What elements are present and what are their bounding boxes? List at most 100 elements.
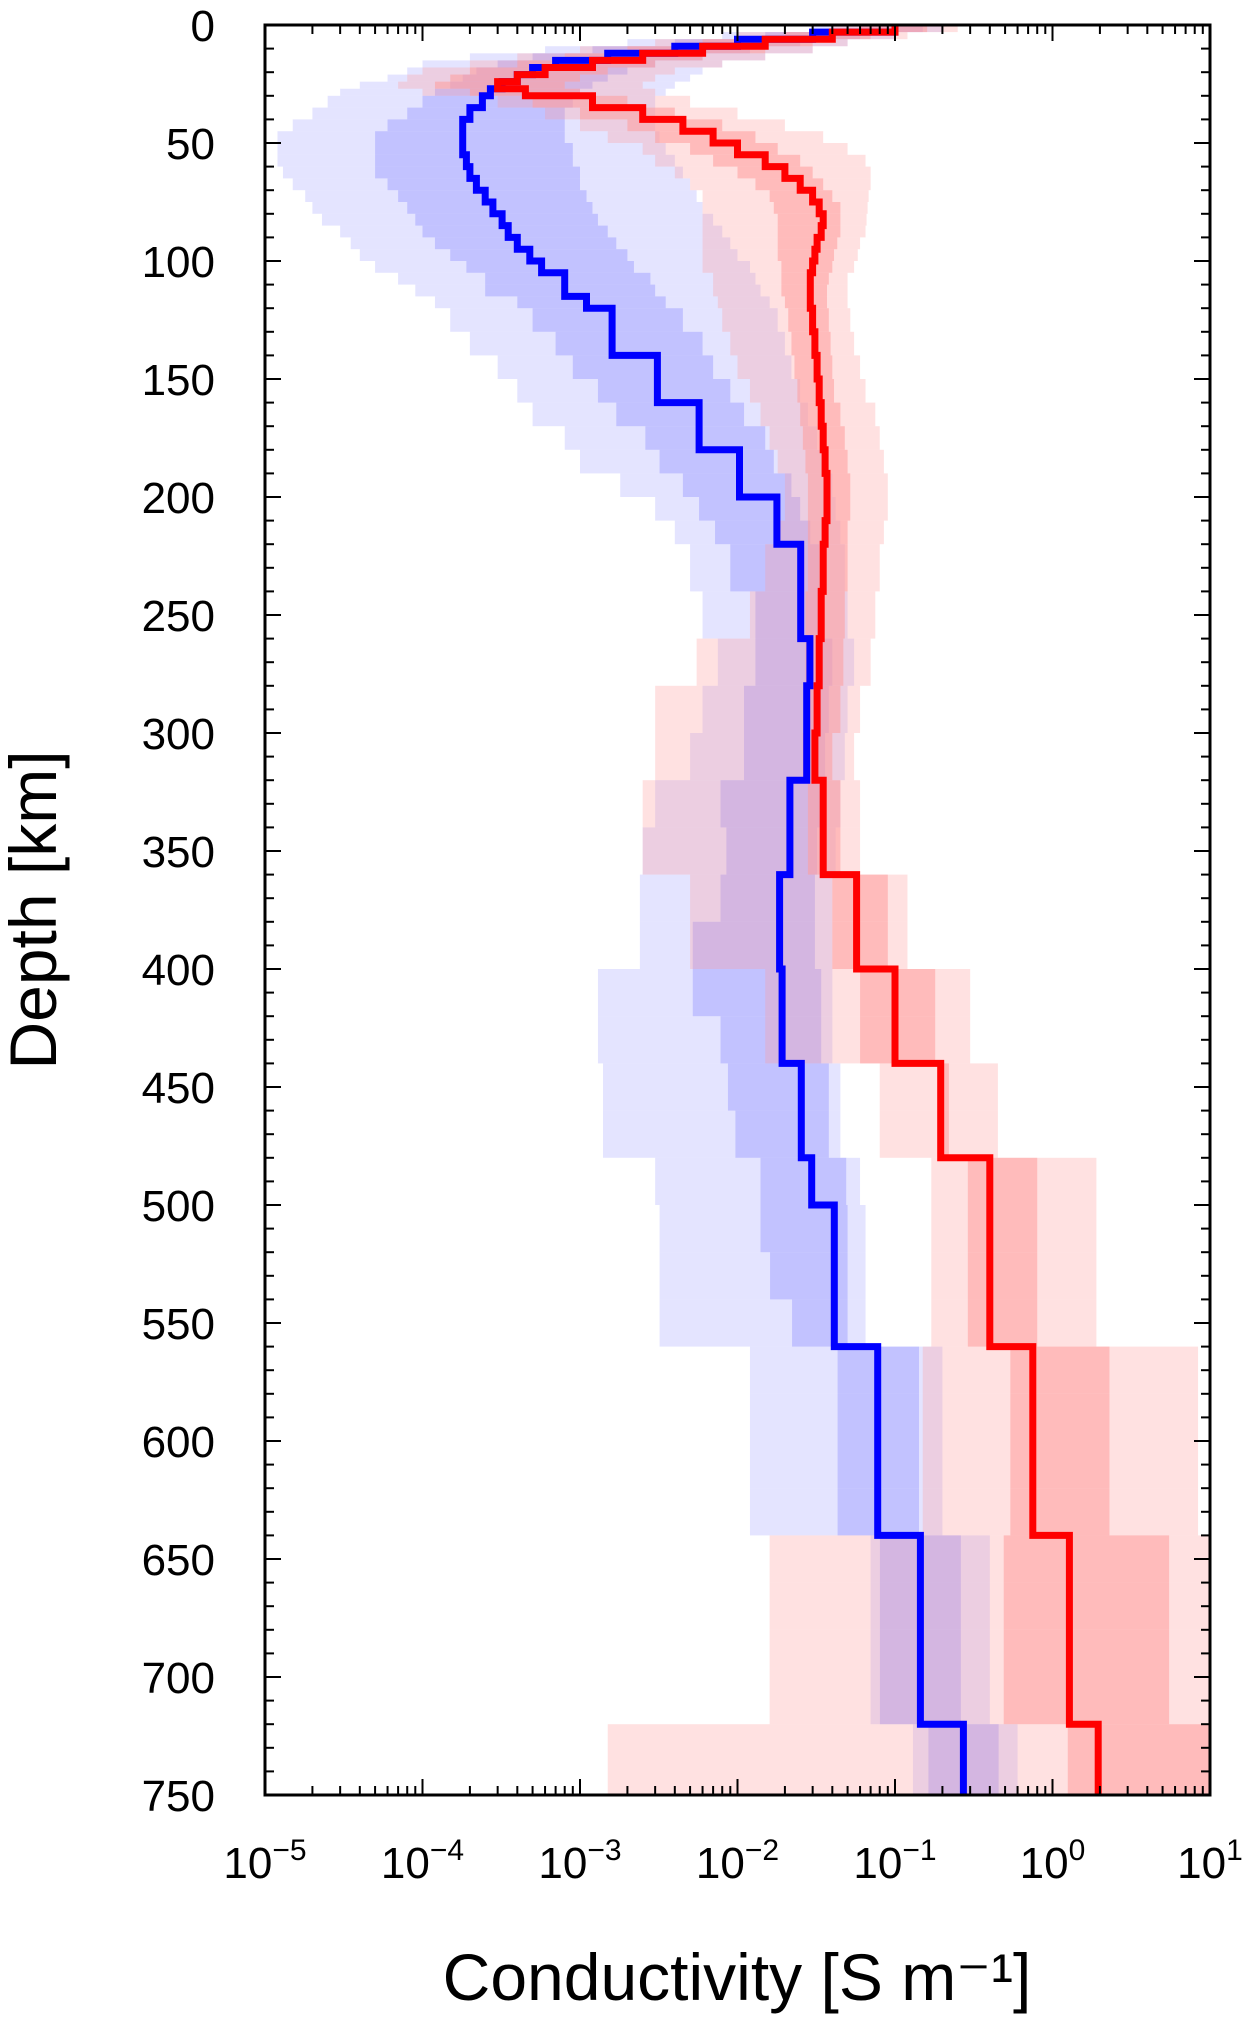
y-tick-label: 300	[142, 710, 215, 759]
blue-inner-band-rect	[730, 544, 820, 592]
y-tick-label: 500	[142, 1182, 215, 1231]
blue-inner-band-rect	[466, 261, 634, 273]
red-outer-band-rect	[713, 272, 848, 285]
red-inner-band-rect	[781, 261, 833, 273]
red-inner-band-rect	[781, 272, 829, 285]
red-inner-band-rect	[967, 1252, 1038, 1300]
blue-inner-band-rect	[407, 107, 565, 120]
red-inner-band-rect	[1003, 1677, 1170, 1725]
x-tick-label: 10−2	[696, 1834, 779, 1888]
x-tick-labels: 10−5 10−4 10−3 10−2 10−1 100 101	[223, 1834, 1242, 1888]
y-tick-label: 350	[142, 828, 215, 877]
blue-inner-band-rect	[692, 921, 815, 969]
blue-inner-band-rect	[398, 190, 587, 202]
y-tick-label: 0	[191, 2, 215, 51]
red-inner-band-rect	[1010, 1441, 1110, 1489]
red-inner-band-rect	[713, 154, 801, 167]
blue-inner-band-rect	[659, 449, 774, 474]
blue-inner-band-rect	[434, 237, 617, 250]
blue-inner-band-rect	[532, 308, 683, 332]
red-inner-band-rect	[1010, 1488, 1110, 1536]
red-inner-band-rect	[755, 178, 824, 191]
y-tick-labels: 0 50 100 150 200 250 300 350 400 450 500 550 600 650 7…	[142, 2, 215, 1821]
blue-inner-band-rect	[715, 520, 811, 545]
red-inner-band-rect	[627, 46, 766, 54]
red-inner-band-rect	[784, 296, 827, 309]
x-tick-label: 100	[1020, 1834, 1086, 1888]
x-tick-label: 10−4	[381, 1834, 464, 1888]
red-inner-band-rect	[797, 379, 835, 403]
red-inner-band-rect	[773, 202, 841, 214]
blue-inner-band-rect	[645, 426, 766, 450]
red-inner-band-rect	[967, 1205, 1038, 1253]
red-inner-band-rect	[805, 685, 841, 733]
red-inner-band-rect	[967, 1157, 1038, 1205]
red-outer-band-rect	[717, 296, 848, 309]
y-tick-label: 100	[142, 238, 215, 287]
red-inner-band-rect	[791, 331, 831, 356]
red-inner-band-rect	[807, 544, 848, 592]
blue-inner-band-rect	[407, 202, 593, 214]
blue-inner-band-rect	[450, 249, 628, 261]
y-tick-label: 600	[142, 1418, 215, 1467]
blue-inner-band-rect	[375, 166, 580, 179]
x-tick-label: 10−3	[538, 1834, 621, 1888]
blue-inner-band-rect	[555, 331, 703, 356]
y-tick-label: 750	[142, 1772, 215, 1821]
red-outer-band-rect	[702, 261, 855, 273]
blue-inner-band-rect	[726, 827, 818, 875]
blue-inner-band-rect	[375, 143, 573, 155]
blue-inner-band-rect	[375, 131, 565, 143]
red-inner-band-rect	[777, 237, 838, 250]
red-inner-band-rect	[580, 107, 675, 120]
y-tick-label: 200	[142, 474, 215, 523]
blue-inner-band-rect	[415, 213, 598, 226]
blue-inner-band-rect	[720, 780, 822, 828]
blue-inner-band-rect	[792, 1299, 848, 1347]
blue-inner-band-rect	[387, 178, 580, 191]
blue-inner-band-rect	[485, 284, 656, 297]
blue-inner-band-rect	[692, 969, 822, 1017]
red-inner-band-rect	[564, 53, 703, 61]
x-tick-label: 10−1	[853, 1834, 936, 1888]
blue-inner-band-rect	[597, 379, 731, 403]
red-inner-band-rect	[777, 213, 841, 226]
red-inner-band-rect	[1010, 1346, 1110, 1394]
y-tick-label: 250	[142, 592, 215, 641]
blue-inner-band-rect	[422, 95, 573, 108]
red-inner-band-rect	[1003, 1582, 1170, 1630]
blue-inner-band-rect	[727, 1063, 829, 1111]
y-tick-label: 50	[166, 120, 215, 169]
x-axis-label: Conductivity [S m⁻¹]	[443, 1940, 1032, 2014]
blue-inner-band-rect	[422, 225, 608, 238]
red-inner-band-rect	[784, 32, 871, 40]
model-lines	[459, 25, 1102, 1795]
y-tick-label: 400	[142, 946, 215, 995]
y-tick-label: 700	[142, 1654, 215, 1703]
red-inner-band-rect	[737, 166, 813, 179]
y-axis-label: Depth [km]	[0, 750, 70, 1069]
red-inner-band-rect	[655, 131, 756, 143]
red-inner-band-rect	[788, 308, 829, 332]
red-inner-band-rect	[794, 355, 833, 379]
x-tick-label: 10−5	[223, 1834, 306, 1888]
red-inner-band-rect	[627, 119, 723, 132]
blue-inner-band-rect	[387, 119, 565, 132]
red-inner-band-rect	[942, 1110, 949, 1158]
blue-inner-band-rect	[735, 1110, 829, 1158]
red-inner-band-rect	[469, 67, 608, 75]
red-inner-band-rect	[1010, 1393, 1110, 1441]
blue-inner-band-rect	[517, 296, 666, 309]
red-outer-band-rect	[722, 308, 851, 332]
blue-inner-band-rect	[720, 874, 815, 922]
red-inner-band-rect	[1003, 1535, 1170, 1583]
red-inner-band-rect	[690, 143, 778, 155]
red-inner-band-rect	[942, 1063, 949, 1111]
blue-inner-band-rect	[720, 1016, 822, 1064]
red-inner-band-rect	[781, 284, 827, 297]
red-inner-band-rect	[777, 249, 835, 261]
red-inner-band-rect	[532, 95, 628, 108]
red-inner-band-rect	[967, 1299, 1038, 1347]
red-inner-band-rect	[769, 190, 833, 202]
